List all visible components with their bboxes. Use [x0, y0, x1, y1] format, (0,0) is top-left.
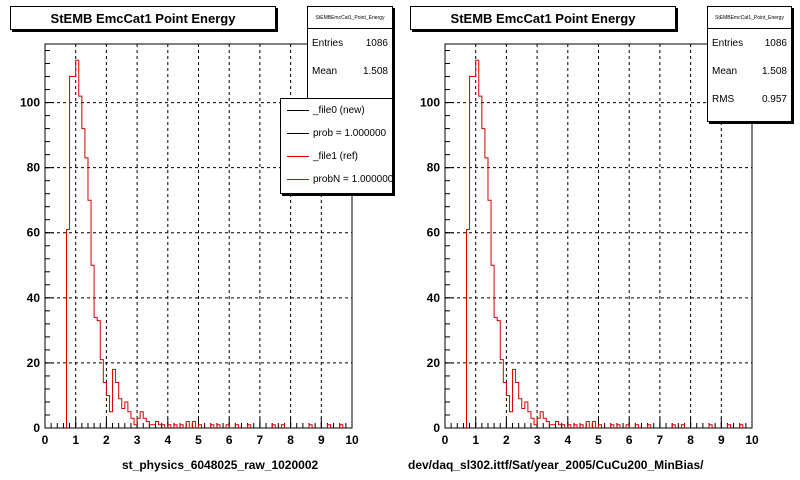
left-stats-entries-row: Entries 1086: [308, 29, 392, 57]
right-x-tick-label-2: 2: [503, 433, 510, 447]
right-stats-entries-label: Entries: [712, 37, 744, 49]
legend-swatch-probn: [287, 179, 309, 180]
legend-item-file0: _file0 (new): [281, 99, 392, 122]
right-x-tick-label-3: 3: [534, 433, 541, 447]
legend-item-probn: probN = 1.000000: [281, 168, 392, 191]
left-stats-mean-value: 1.508: [362, 65, 388, 77]
right-y-tick-label-60: 60: [427, 226, 441, 240]
left-stats-box: StEMBEmcCat1_Point_Energy Entries 1086 M…: [307, 6, 393, 100]
right-y-tick-label-80: 80: [427, 161, 441, 175]
legend-item-prob: prob = 1.000000: [281, 122, 392, 145]
legend-label-file1: _file1 (ref): [313, 151, 359, 162]
left-x-tick-label-1: 1: [72, 433, 79, 447]
left-x-tick-label-2: 2: [103, 433, 110, 447]
left-x-tick-label-6: 6: [226, 433, 233, 447]
right-stats-rms-label: RMS: [712, 93, 735, 105]
legend-label-prob: prob = 1.000000: [313, 128, 387, 139]
left-stats-name: StEMBEmcCat1_Point_Energy: [308, 7, 392, 29]
left-chart-title: StEMB EmcCat1 Point Energy: [10, 6, 276, 30]
left-hist-series-0: [65, 59, 344, 428]
left-y-tick-label-60: 60: [27, 226, 41, 240]
left-y-tick-label-80: 80: [27, 161, 41, 175]
left-stats-entries-label: Entries: [312, 37, 344, 49]
right-y-tick-label-20: 20: [427, 356, 441, 370]
legend-item-file1: _file1 (ref): [281, 145, 392, 168]
right-x-tick-label-7: 7: [657, 433, 664, 447]
right-stats-rms-row: RMS 0.957: [708, 85, 791, 113]
right-stats-mean-value: 1.508: [761, 65, 787, 77]
right-x-tick-label-6: 6: [626, 433, 633, 447]
right-stats-mean-label: Mean: [712, 65, 738, 77]
right-stats-name: StEMBEmcCat1_Point_Energy: [708, 7, 791, 29]
right-hist-series-0: [465, 59, 744, 428]
right-y-tick-label-0: 0: [433, 421, 440, 435]
right-x-axis-label: dev/daq_sl302.ittf/Sat/year_2005/CuCu200…: [408, 458, 704, 472]
left-x-tick-label-7: 7: [257, 433, 264, 447]
right-x-tick-label-0: 0: [442, 433, 449, 447]
left-y-tick-label-40: 40: [27, 291, 41, 305]
left-y-tick-label-20: 20: [27, 356, 41, 370]
left-stats-mean-row: Mean 1.508: [308, 57, 392, 85]
left-x-tick-label-10: 10: [345, 433, 359, 447]
left-stats-entries-value: 1086: [365, 37, 388, 49]
left-y-tick-label-100: 100: [20, 96, 40, 110]
right-x-tick-label-1: 1: [472, 433, 479, 447]
left-stats-mean-label: Mean: [312, 65, 338, 77]
right-stats-rms-value: 0.957: [761, 93, 787, 105]
right-x-tick-label-10: 10: [745, 433, 759, 447]
left-x-tick-label-9: 9: [318, 433, 325, 447]
left-x-tick-label-0: 0: [42, 433, 49, 447]
right-x-tick-label-5: 5: [595, 433, 602, 447]
right-stats-box: StEMBEmcCat1_Point_Energy Entries 1086 M…: [707, 6, 792, 122]
left-x-tick-label-8: 8: [287, 433, 294, 447]
right-y-tick-label-100: 100: [420, 96, 440, 110]
right-stats-mean-row: Mean 1.508: [708, 57, 791, 85]
left-x-tick-label-5: 5: [195, 433, 202, 447]
legend-swatch-file1: [287, 156, 309, 157]
legend: _file0 (new) prob = 1.000000 _file1 (ref…: [280, 98, 393, 194]
legend-swatch-file0: [287, 110, 309, 111]
right-chart-title: StEMB EmcCat1 Point Energy: [410, 6, 676, 30]
right-y-tick-label-40: 40: [427, 291, 441, 305]
right-x-tick-label-8: 8: [687, 433, 694, 447]
right-x-tick-label-9: 9: [718, 433, 725, 447]
legend-label-file0: _file0 (new): [313, 105, 365, 116]
right-stats-entries-row: Entries 1086: [708, 29, 791, 57]
left-x-tick-label-3: 3: [134, 433, 141, 447]
left-y-tick-label-0: 0: [33, 421, 40, 435]
legend-label-probn: probN = 1.000000: [313, 174, 393, 185]
right-x-tick-label-4: 4: [564, 433, 571, 447]
left-x-tick-label-4: 4: [164, 433, 171, 447]
right-stats-entries-value: 1086: [764, 37, 787, 49]
legend-swatch-prob: [287, 133, 309, 134]
left-x-axis-label: st_physics_6048025_raw_1020002: [122, 458, 319, 472]
